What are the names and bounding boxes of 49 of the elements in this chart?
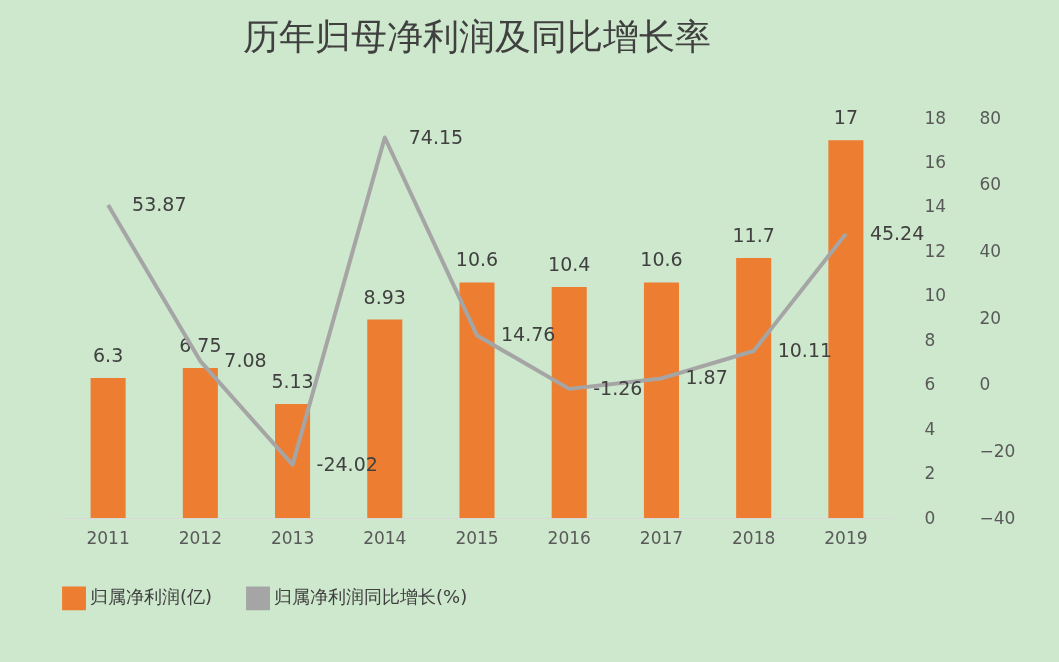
bar [459, 282, 495, 518]
x-tick-label: 2014 [363, 527, 407, 548]
x-tick-label: 2019 [824, 527, 868, 548]
data-label: 10.4 [548, 252, 591, 275]
y-tick-label: 18 [924, 107, 947, 128]
data-label: 11.7 [732, 224, 775, 246]
y2-tick-label: 60 [979, 174, 1002, 195]
legend-label: 归属净利润同比增长(%) [274, 586, 468, 608]
data-label: 5.13 [271, 370, 314, 392]
x-tick-label: 2016 [547, 527, 591, 548]
x-tick-label: 2011 [86, 527, 130, 548]
bar [90, 378, 126, 518]
x-tick-label: 2012 [178, 527, 222, 548]
bar [275, 404, 311, 518]
y-tick-label: 14 [924, 196, 947, 217]
x-tick-label: 2017 [639, 527, 684, 548]
data-label: 45.24 [869, 221, 925, 244]
data-label: 8.93 [363, 285, 406, 308]
y2-tick-label: −40 [979, 507, 1016, 528]
x-tick-label: 2015 [455, 527, 499, 548]
data-label: 10.6 [455, 248, 499, 271]
data-label: 53.87 [132, 193, 187, 216]
y2-tick-label: −20 [979, 440, 1016, 461]
bar [182, 368, 218, 518]
data-label: 1.87 [685, 366, 728, 389]
y-tick-label: 10 [924, 285, 947, 306]
data-label: 17 [833, 106, 858, 129]
data-label: 74.15 [408, 125, 464, 148]
x-tick-label: 2013 [270, 527, 315, 548]
data-label: 7.08 [224, 349, 267, 372]
y-tick-label: 0 [924, 507, 936, 528]
chart-title: 历年归母净利润及同比增长率 [243, 16, 711, 57]
y-tick-label: 4 [924, 418, 936, 439]
y-tick-label: 2 [924, 463, 936, 484]
data-label: 6.3 [93, 344, 124, 366]
x-tick-label: 2018 [732, 527, 776, 548]
legend-label: 归属净利润(亿) [90, 586, 213, 608]
y2-tick-label: 20 [979, 307, 1002, 328]
data-label: 10.6 [640, 248, 683, 271]
y-tick-label: 12 [924, 240, 947, 261]
y2-tick-label: 40 [979, 240, 1002, 261]
y2-tick-label: 0 [979, 374, 991, 395]
y-tick-label: 6 [924, 374, 936, 395]
bar [736, 258, 772, 518]
bar [643, 282, 679, 518]
y2-tick-label: 80 [979, 107, 1002, 128]
y-tick-label: 8 [924, 329, 936, 350]
y-tick-label: 16 [924, 151, 947, 172]
data-label: -1.26 [593, 376, 643, 399]
